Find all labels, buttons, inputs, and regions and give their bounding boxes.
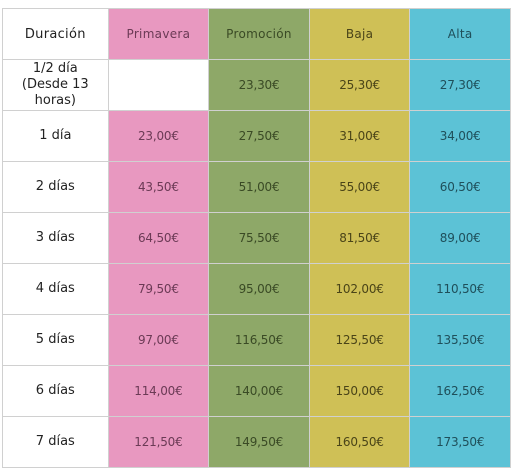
price-promocion: 51,00€: [208, 161, 310, 213]
table-row: 1/2 día (Desde 13 horas) 23,30€ 25,30€ 2…: [2, 59, 511, 111]
price-primavera: [107, 59, 210, 111]
duration-cell: 1 día: [2, 110, 109, 162]
duration-cell: 5 días: [2, 314, 109, 366]
price-alta: 34,00€: [409, 110, 511, 162]
table-row: 7 días 121,50€ 149,50€ 160,50€ 173,50€: [2, 416, 511, 468]
price-promocion: 95,00€: [208, 263, 310, 315]
header-promocion: Promoción: [208, 8, 310, 60]
header-baja: Baja: [308, 8, 411, 60]
price-promocion: 23,30€: [208, 59, 310, 111]
table-row: 6 días 114,00€ 140,00€ 150,00€ 162,50€: [2, 365, 511, 417]
price-baja: 150,00€: [308, 365, 411, 417]
table-row: 4 días 79,50€ 95,00€ 102,00€ 110,50€: [2, 263, 511, 315]
table-row: 3 días 64,50€ 75,50€ 81,50€ 89,00€: [2, 212, 511, 264]
header-primavera: Primavera: [107, 8, 210, 60]
price-baja: 31,00€: [308, 110, 411, 162]
price-baja: 25,30€: [308, 59, 411, 111]
price-alta: 110,50€: [409, 263, 511, 315]
price-promocion: 27,50€: [208, 110, 310, 162]
duration-cell: 7 días: [2, 416, 109, 468]
price-baja: 125,50€: [308, 314, 411, 366]
duration-cell: 1/2 día (Desde 13 horas): [2, 59, 109, 111]
duration-cell: 6 días: [2, 365, 109, 417]
price-primavera: 97,00€: [107, 314, 210, 366]
price-primavera: 64,50€: [107, 212, 210, 264]
price-baja: 102,00€: [308, 263, 411, 315]
table-row: 2 días 43,50€ 51,00€ 55,00€ 60,50€: [2, 161, 511, 213]
price-alta: 135,50€: [409, 314, 511, 366]
price-primavera: 23,00€: [107, 110, 210, 162]
header-duracion: Duración: [2, 8, 109, 60]
table-row: 5 días 97,00€ 116,50€ 125,50€ 135,50€: [2, 314, 511, 366]
price-promocion: 149,50€: [208, 416, 310, 468]
price-promocion: 140,00€: [208, 365, 310, 417]
price-promocion: 116,50€: [208, 314, 310, 366]
price-alta: 60,50€: [409, 161, 511, 213]
header-alta: Alta: [409, 8, 511, 60]
header-row: Duración Primavera Promoción Baja Alta: [2, 8, 511, 60]
duration-sublabel: (Desde 13 horas): [21, 77, 89, 108]
duration-cell: 3 días: [2, 212, 109, 264]
price-table: Duración Primavera Promoción Baja Alta 1…: [2, 8, 511, 468]
price-alta: 173,50€: [409, 416, 511, 468]
price-alta: 89,00€: [409, 212, 511, 264]
price-primavera: 43,50€: [107, 161, 210, 213]
price-alta: 27,30€: [409, 59, 511, 111]
price-primavera: 114,00€: [107, 365, 210, 417]
price-primavera: 121,50€: [107, 416, 210, 468]
table-row: 1 día 23,00€ 27,50€ 31,00€ 34,00€: [2, 110, 511, 162]
duration-cell: 4 días: [2, 263, 109, 315]
duration-label: 1/2 día: [32, 61, 78, 76]
price-baja: 160,50€: [308, 416, 411, 468]
price-primavera: 79,50€: [107, 263, 210, 315]
price-baja: 81,50€: [308, 212, 411, 264]
price-alta: 162,50€: [409, 365, 511, 417]
price-baja: 55,00€: [308, 161, 411, 213]
duration-cell: 2 días: [2, 161, 109, 213]
price-promocion: 75,50€: [208, 212, 310, 264]
